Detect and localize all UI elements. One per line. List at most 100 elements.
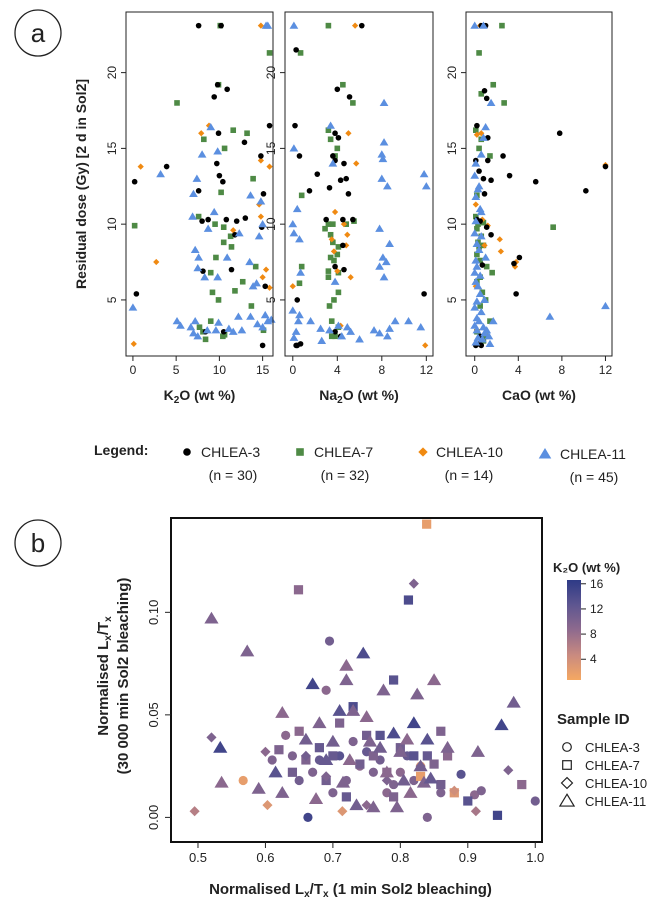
point-chlea-11 bbox=[237, 326, 247, 334]
point-b-chlea-10 bbox=[361, 800, 372, 811]
point-chlea-3 bbox=[296, 153, 303, 159]
x-tick-label: 0.6 bbox=[256, 850, 274, 865]
point-chlea-11 bbox=[342, 323, 352, 331]
point-chlea-3 bbox=[218, 22, 224, 29]
colorbar-tick-label: 16 bbox=[590, 577, 604, 591]
point-b-chlea-11 bbox=[275, 786, 290, 798]
point-b-chlea-10 bbox=[206, 732, 217, 743]
point-chlea-7 bbox=[334, 251, 341, 258]
point-chlea-3 bbox=[474, 122, 480, 129]
point-b-chlea-11 bbox=[440, 740, 455, 753]
plot-frame bbox=[125, 11, 274, 357]
point-chlea-11 bbox=[253, 320, 262, 328]
point-chlea-7 bbox=[218, 189, 224, 196]
point-chlea-7 bbox=[244, 130, 250, 137]
x-tick-label: 5 bbox=[173, 363, 180, 377]
point-chlea-3 bbox=[484, 157, 491, 164]
legend-marker-chlea-3 bbox=[183, 448, 191, 456]
point-chlea-11 bbox=[375, 224, 384, 232]
point-chlea-3 bbox=[262, 283, 269, 290]
point-b-chlea-7 bbox=[368, 751, 378, 761]
point-chlea-3 bbox=[332, 130, 338, 137]
point-chlea-11 bbox=[379, 138, 389, 146]
point-chlea-10 bbox=[351, 22, 359, 29]
point-chlea-10 bbox=[340, 221, 348, 228]
point-b-chlea-10 bbox=[260, 746, 271, 757]
panel-label-b: b bbox=[31, 528, 45, 558]
legend-count: (n = 32) bbox=[321, 467, 370, 483]
point-chlea-11 bbox=[128, 303, 138, 311]
point-chlea-3 bbox=[511, 260, 517, 267]
y-tick-label: 0.00 bbox=[146, 805, 161, 830]
point-chlea-7 bbox=[487, 153, 493, 159]
point-chlea-11 bbox=[486, 98, 496, 107]
point-chlea-7 bbox=[232, 288, 238, 294]
point-b-chlea-7 bbox=[389, 675, 399, 685]
point-chlea-3 bbox=[215, 130, 222, 137]
legend-label: CHLEA-7 bbox=[314, 444, 373, 460]
point-chlea-7 bbox=[476, 50, 482, 56]
point-chlea-11 bbox=[213, 147, 223, 155]
point-chlea-11 bbox=[355, 335, 364, 343]
x-tick-label: 0 bbox=[289, 363, 296, 377]
point-chlea-11 bbox=[222, 253, 232, 261]
x-axis-label: K2O (wt %) bbox=[164, 387, 236, 406]
point-chlea-7 bbox=[297, 50, 304, 56]
point-b-chlea-11 bbox=[393, 745, 408, 757]
y-tick-label: 10 bbox=[264, 217, 278, 231]
point-chlea-11 bbox=[419, 169, 429, 178]
point-chlea-10 bbox=[331, 208, 339, 216]
point-b-chlea-11 bbox=[332, 703, 347, 716]
x-tick-label: 15 bbox=[256, 363, 270, 377]
point-chlea-3 bbox=[224, 86, 230, 93]
point-chlea-11 bbox=[288, 219, 298, 228]
point-chlea-3 bbox=[306, 188, 313, 194]
point-b-chlea-3 bbox=[476, 786, 486, 796]
point-chlea-10 bbox=[137, 163, 144, 170]
point-chlea-3 bbox=[350, 216, 356, 223]
point-chlea-7 bbox=[326, 303, 333, 309]
point-chlea-7 bbox=[340, 81, 346, 88]
point-chlea-7 bbox=[250, 175, 256, 182]
point-chlea-11 bbox=[203, 224, 213, 232]
point-chlea-11 bbox=[209, 207, 219, 216]
point-chlea-11 bbox=[200, 273, 210, 281]
point-b-chlea-11 bbox=[204, 611, 219, 624]
point-b-chlea-11 bbox=[298, 732, 314, 745]
point-chlea-7 bbox=[207, 318, 214, 324]
point-chlea-10 bbox=[257, 157, 265, 164]
point-chlea-11 bbox=[470, 229, 480, 237]
point-chlea-3 bbox=[213, 160, 220, 167]
point-chlea-11 bbox=[385, 239, 394, 247]
point-chlea-11 bbox=[206, 123, 216, 131]
sample-legend-marker-chlea-10 bbox=[560, 776, 574, 790]
point-chlea-7 bbox=[325, 274, 332, 280]
point-chlea-3 bbox=[292, 122, 298, 129]
point-chlea-7 bbox=[328, 318, 335, 324]
point-b-chlea-11 bbox=[356, 646, 371, 659]
point-chlea-11 bbox=[470, 21, 480, 29]
point-chlea-11 bbox=[390, 316, 400, 325]
point-chlea-7 bbox=[474, 225, 480, 232]
point-chlea-11 bbox=[472, 297, 482, 305]
point-chlea-3 bbox=[195, 188, 202, 194]
point-chlea-11 bbox=[289, 21, 299, 29]
point-b-chlea-3 bbox=[321, 685, 331, 695]
point-chlea-11 bbox=[246, 191, 255, 199]
x-tick-label: 0 bbox=[130, 363, 137, 377]
point-b-chlea-11 bbox=[506, 695, 521, 708]
point-chlea-11 bbox=[190, 245, 200, 254]
point-chlea-11 bbox=[470, 171, 480, 179]
point-chlea-3 bbox=[260, 191, 267, 197]
point-b-chlea-7 bbox=[422, 751, 432, 761]
point-b-chlea-10 bbox=[408, 578, 419, 589]
point-chlea-11 bbox=[473, 185, 483, 193]
x-axis-label: CaO (wt %) bbox=[502, 387, 576, 403]
point-chlea-11 bbox=[383, 332, 392, 340]
point-chlea-3 bbox=[334, 86, 341, 93]
point-chlea-3 bbox=[220, 328, 227, 335]
point-chlea-7 bbox=[477, 303, 483, 309]
point-chlea-7 bbox=[473, 213, 479, 220]
point-b-chlea-11 bbox=[362, 734, 378, 747]
point-chlea-10 bbox=[153, 258, 160, 266]
